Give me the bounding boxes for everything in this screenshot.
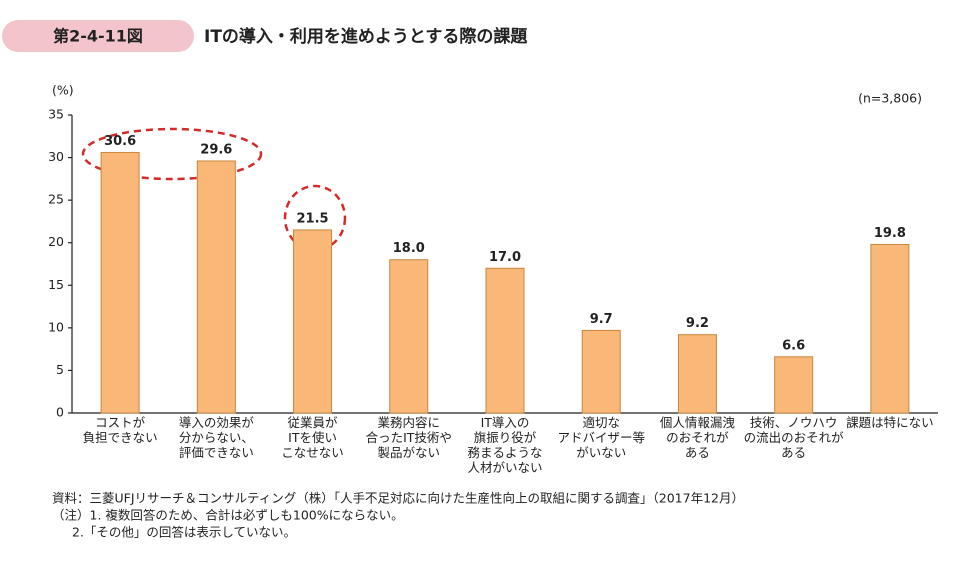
y-tick-label: 35 [48, 107, 64, 122]
y-tick-label: 15 [48, 277, 64, 292]
data-label: 6.6 [782, 338, 805, 353]
bar [677, 334, 717, 414]
bar [774, 356, 814, 414]
figure-badge [2, 20, 195, 52]
x-tick-label: コストが負担できない [83, 415, 158, 445]
bar [485, 267, 525, 414]
x-tick-label: 課題は特にない [846, 415, 934, 430]
note: （注）1. 複数回答のため、合計は必ずしも100%にならない。 [52, 508, 404, 523]
data-label: 30.6 [104, 134, 136, 149]
x-tick-label: 個人情報漏洩のおそれがある [660, 415, 736, 460]
y-tick-label: 30 [48, 149, 64, 164]
bar [870, 243, 910, 414]
x-tick-label: 技術、ノウハウの流出のおそれがある [744, 415, 845, 460]
notes: 資料：三菱UFJリサーチ＆コンサルティング（株）「人手不足対応に向けた生産性向上… [52, 491, 744, 540]
data-label: 17.0 [489, 250, 521, 265]
x-tick-label: IT導入の旗振り役が務まるような人材がいない [467, 415, 542, 475]
figure-number: 第2-4-11図 [53, 27, 143, 46]
y-axis-unit: (%) [52, 83, 74, 98]
highlight-ellipse [81, 127, 263, 181]
bar [100, 151, 140, 414]
data-label: 29.6 [200, 142, 232, 157]
x-tick-label: 業務内容に合ったIT技術や製品がない [366, 415, 452, 460]
x-tick-label: 適切なアドバイザー等がいない [557, 415, 645, 460]
y-tick-label: 5 [56, 362, 64, 377]
x-tick-label: 導入の効果が分からない、評価できない [179, 415, 255, 460]
bar [581, 329, 621, 414]
note: 資料：三菱UFJリサーチ＆コンサルティング（株）「人手不足対応に向けた生産性向上… [52, 491, 744, 506]
data-label: 9.7 [590, 312, 613, 327]
y-tick-label: 0 [56, 405, 64, 420]
data-label: 21.5 [297, 211, 329, 226]
bar [389, 259, 429, 414]
y-tick-label: 10 [48, 319, 64, 334]
note: 2.「その他」の回答は表示していない。 [72, 525, 296, 540]
y-tick-label: 20 [48, 234, 64, 249]
x-tick-label: 従業員が ITを使いこなせない [281, 415, 344, 460]
bar [196, 160, 236, 414]
chart-title: ITの導入・利用を進めようとする際の課題 [204, 26, 528, 47]
data-label: 9.2 [686, 316, 709, 331]
bar [293, 229, 333, 414]
data-label: 18.0 [393, 241, 425, 256]
data-label: 19.8 [874, 226, 906, 241]
sample-size: (n=3,806) [858, 91, 922, 106]
y-tick-label: 25 [48, 192, 64, 207]
